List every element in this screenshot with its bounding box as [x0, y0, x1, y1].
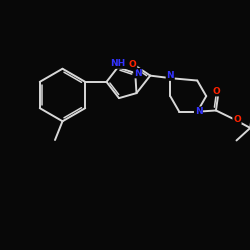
Text: N: N	[195, 107, 202, 116]
Text: N: N	[166, 71, 174, 80]
Text: O: O	[212, 87, 220, 96]
Text: O: O	[233, 115, 241, 124]
Text: O: O	[129, 60, 136, 69]
Text: N: N	[134, 69, 141, 78]
Text: NH: NH	[110, 59, 125, 68]
